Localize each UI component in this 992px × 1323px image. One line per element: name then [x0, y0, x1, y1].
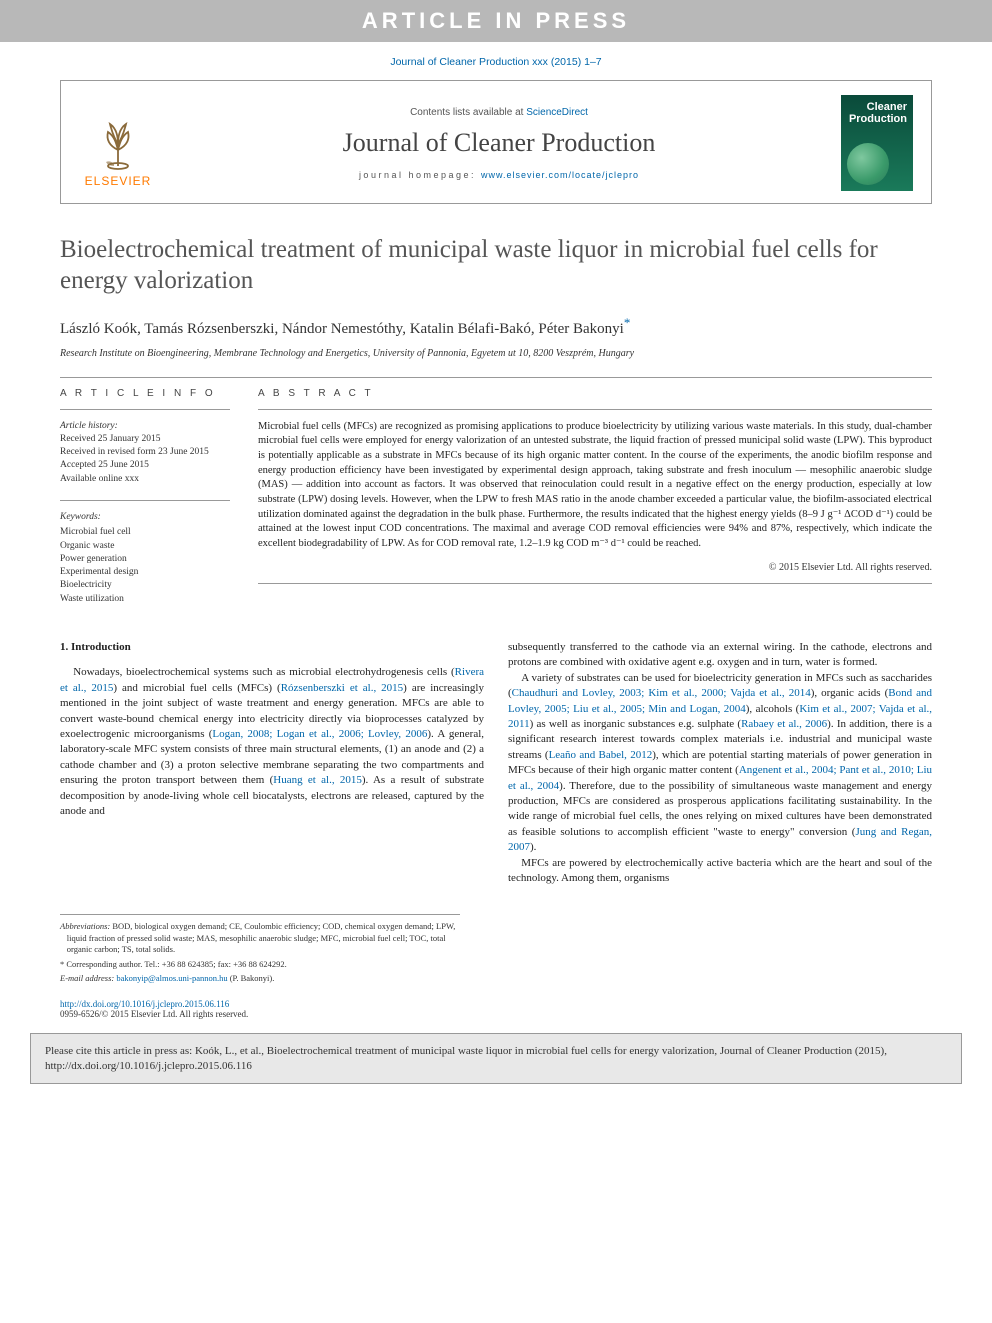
journal-cover-thumbnail: Cleaner Production	[841, 95, 913, 191]
body-paragraph: MFCs are powered by electrochemically ac…	[508, 856, 932, 887]
abstract-text: Microbial fuel cells (MFCs) are recogniz…	[258, 420, 932, 552]
sciencedirect-link[interactable]: ScienceDirect	[526, 107, 588, 118]
citation-link[interactable]: Chaudhuri and Lovley, 2003; Kim et al., …	[512, 687, 811, 699]
article-title: Bioelectrochemical treatment of municipa…	[60, 234, 932, 297]
issn-copyright: 0959-6526/© 2015 Elsevier Ltd. All right…	[60, 1009, 248, 1019]
affiliation: Research Institute on Bioengineering, Me…	[60, 348, 932, 359]
abstract-heading: A B S T R A C T	[258, 388, 932, 399]
body-paragraph: subsequently transferred to the cathode …	[508, 640, 932, 671]
citation-link[interactable]: Huang et al., 2015	[273, 774, 362, 786]
doi-block: http://dx.doi.org/10.1016/j.jclepro.2015…	[60, 999, 932, 1019]
journal-homepage-line: journal homepage: www.elsevier.com/locat…	[157, 170, 841, 180]
article-history: Article history: Received 25 January 201…	[60, 420, 230, 486]
author-list: László Koók, Tamás Rózsenberszki, Nándor…	[60, 315, 932, 338]
citation-link[interactable]: Logan, 2008; Logan et al., 2006; Lovley,…	[212, 728, 427, 740]
keywords-block: Keywords: Microbial fuel cell Organic wa…	[60, 511, 230, 606]
email-link[interactable]: bakonyip@almos.uni-pannon.hu	[116, 973, 227, 983]
journal-homepage-link[interactable]: www.elsevier.com/locate/jclepro	[481, 170, 639, 180]
citation-link[interactable]: Rózsenberszki et al., 2015	[281, 682, 403, 694]
divider	[258, 409, 932, 410]
elsevier-tree-icon	[90, 116, 146, 172]
cover-title: Cleaner Production	[847, 101, 907, 125]
corresponding-mark: *	[624, 315, 631, 330]
elsevier-logo: ELSEVIER	[79, 98, 157, 188]
journal-title: Journal of Cleaner Production	[157, 128, 841, 158]
contents-list-line: Contents lists available at ScienceDirec…	[157, 107, 841, 118]
article-in-press-banner: ARTICLE IN PRESS	[0, 0, 992, 42]
divider	[60, 500, 230, 501]
journal-header-box: ELSEVIER Contents lists available at Sci…	[60, 80, 932, 204]
divider	[60, 409, 230, 410]
intro-paragraph: Nowadays, bioelectrochemical systems suc…	[60, 665, 484, 819]
citation-header: Journal of Cleaner Production xxx (2015)…	[0, 42, 992, 76]
right-column: subsequently transferred to the cathode …	[508, 640, 932, 886]
doi-link[interactable]: http://dx.doi.org/10.1016/j.jclepro.2015…	[60, 999, 229, 1009]
citation-link[interactable]: Rabaey et al., 2006	[741, 718, 827, 730]
footnotes: Abbreviations: BOD, biological oxygen de…	[60, 914, 460, 984]
divider	[60, 377, 932, 378]
copyright-line: © 2015 Elsevier Ltd. All rights reserved…	[258, 562, 932, 573]
left-column: 1. Introduction Nowadays, bioelectrochem…	[60, 640, 484, 886]
divider	[258, 583, 932, 584]
cover-globe-icon	[847, 143, 889, 185]
citation-link[interactable]: Leaño and Babel, 2012	[549, 749, 653, 761]
body-paragraph: A variety of substrates can be used for …	[508, 671, 932, 856]
article-info-heading: A R T I C L E I N F O	[60, 388, 230, 399]
elsevier-logo-text: ELSEVIER	[85, 174, 152, 188]
please-cite-box: Please cite this article in press as: Ko…	[30, 1033, 962, 1085]
intro-heading: 1. Introduction	[60, 640, 484, 655]
body-two-column: 1. Introduction Nowadays, bioelectrochem…	[60, 640, 932, 886]
